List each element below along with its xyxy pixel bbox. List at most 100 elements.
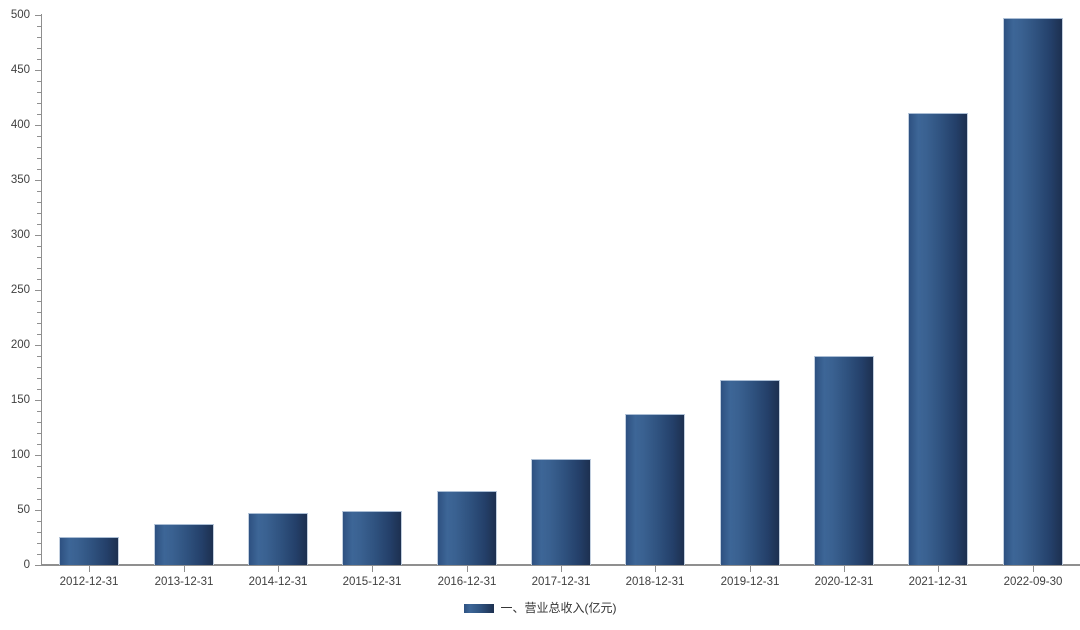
y-minor-tick xyxy=(37,488,42,489)
y-minor-tick xyxy=(37,422,42,423)
y-minor-tick xyxy=(37,554,42,555)
y-minor-tick xyxy=(37,378,42,379)
bar-2013-12-31[interactable] xyxy=(154,524,214,565)
y-minor-tick xyxy=(37,81,42,82)
x-axis-tick xyxy=(844,566,845,572)
y-minor-tick xyxy=(37,312,42,313)
x-axis-label: 2020-12-31 xyxy=(814,576,874,588)
x-axis-tick xyxy=(750,566,751,572)
y-minor-tick xyxy=(37,301,42,302)
y-axis-tick-label: 0 xyxy=(23,559,30,571)
y-minor-tick xyxy=(37,433,42,434)
x-axis-tick xyxy=(278,566,279,572)
legend-label: 一、营业总收入(亿元) xyxy=(500,601,617,615)
y-minor-tick xyxy=(37,191,42,192)
x-axis-tick xyxy=(561,566,562,572)
x-axis-tick xyxy=(467,566,468,572)
x-axis-line xyxy=(41,564,1080,566)
y-minor-tick xyxy=(37,59,42,60)
y-minor-tick xyxy=(37,477,42,478)
y-minor-tick xyxy=(37,532,42,533)
x-axis-label: 2014-12-31 xyxy=(248,576,308,588)
y-minor-tick xyxy=(37,444,42,445)
bar-2014-12-31[interactable] xyxy=(248,513,308,565)
y-minor-tick xyxy=(37,323,42,324)
y-axis-tick-label: 350 xyxy=(10,174,30,186)
x-axis-tick xyxy=(655,566,656,572)
y-major-tick xyxy=(35,565,42,566)
y-minor-tick xyxy=(37,543,42,544)
bar-2018-12-31[interactable] xyxy=(625,414,685,565)
y-axis-tick-label: 200 xyxy=(10,339,30,351)
y-axis-tick-label: 500 xyxy=(10,9,30,21)
y-minor-tick xyxy=(37,136,42,137)
y-major-tick xyxy=(35,400,42,401)
legend[interactable]: 一、营业总收入(亿元) xyxy=(0,599,1080,617)
x-axis-label: 2012-12-31 xyxy=(59,576,119,588)
x-axis-label: 2016-12-31 xyxy=(437,576,497,588)
x-axis-label: 2019-12-31 xyxy=(720,576,780,588)
y-axis-tick-label: 250 xyxy=(10,284,30,296)
y-axis-tick-label: 100 xyxy=(10,449,30,461)
y-major-tick xyxy=(35,510,42,511)
y-minor-tick xyxy=(37,158,42,159)
y-minor-tick xyxy=(37,92,42,93)
y-minor-tick xyxy=(37,202,42,203)
legend-swatch-icon xyxy=(463,603,494,613)
y-minor-tick xyxy=(37,279,42,280)
y-axis-tick-label: 400 xyxy=(10,119,30,131)
y-minor-tick xyxy=(37,356,42,357)
y-minor-tick xyxy=(37,169,42,170)
y-major-tick xyxy=(35,235,42,236)
y-minor-tick xyxy=(37,37,42,38)
y-minor-tick xyxy=(37,246,42,247)
y-axis-tick-label: 300 xyxy=(10,229,30,241)
y-major-tick xyxy=(35,125,42,126)
y-minor-tick xyxy=(37,521,42,522)
y-minor-tick xyxy=(37,224,42,225)
y-minor-tick xyxy=(37,257,42,258)
y-minor-tick xyxy=(37,389,42,390)
bar-2017-12-31[interactable] xyxy=(531,459,591,565)
y-minor-tick xyxy=(37,411,42,412)
bar-2012-12-31[interactable] xyxy=(59,537,119,565)
x-axis-label: 2015-12-31 xyxy=(342,576,402,588)
y-minor-tick xyxy=(37,103,42,104)
y-minor-tick xyxy=(37,114,42,115)
x-axis-label: 2022-09-30 xyxy=(1003,576,1063,588)
y-major-tick xyxy=(35,70,42,71)
bar-2020-12-31[interactable] xyxy=(814,356,874,565)
x-axis-label: 2021-12-31 xyxy=(908,576,968,588)
bar-2022-09-30[interactable] xyxy=(1003,18,1063,565)
y-minor-tick xyxy=(37,367,42,368)
y-major-tick xyxy=(35,180,42,181)
bar-2021-12-31[interactable] xyxy=(908,113,968,565)
x-axis-label: 2017-12-31 xyxy=(531,576,591,588)
x-axis-tick xyxy=(184,566,185,572)
x-axis-label: 2018-12-31 xyxy=(625,576,685,588)
y-minor-tick xyxy=(37,334,42,335)
x-axis-tick xyxy=(372,566,373,572)
x-axis-label: 2013-12-31 xyxy=(154,576,214,588)
y-axis-tick-label: 150 xyxy=(10,394,30,406)
x-axis-tick xyxy=(938,566,939,572)
y-minor-tick xyxy=(37,48,42,49)
y-minor-tick xyxy=(37,213,42,214)
y-minor-tick xyxy=(37,499,42,500)
bar-2019-12-31[interactable] xyxy=(720,380,780,565)
y-axis-tick-label: 50 xyxy=(17,504,30,516)
y-major-tick xyxy=(35,290,42,291)
y-minor-tick xyxy=(37,147,42,148)
y-major-tick xyxy=(35,455,42,456)
bar-2015-12-31[interactable] xyxy=(342,511,402,565)
y-minor-tick xyxy=(37,26,42,27)
y-minor-tick xyxy=(37,268,42,269)
x-axis-tick xyxy=(1033,566,1034,572)
y-axis-tick-label: 450 xyxy=(10,64,30,76)
y-major-tick xyxy=(35,345,42,346)
bar-2016-12-31[interactable] xyxy=(437,491,497,565)
y-major-tick xyxy=(35,15,42,16)
y-minor-tick xyxy=(37,466,42,467)
